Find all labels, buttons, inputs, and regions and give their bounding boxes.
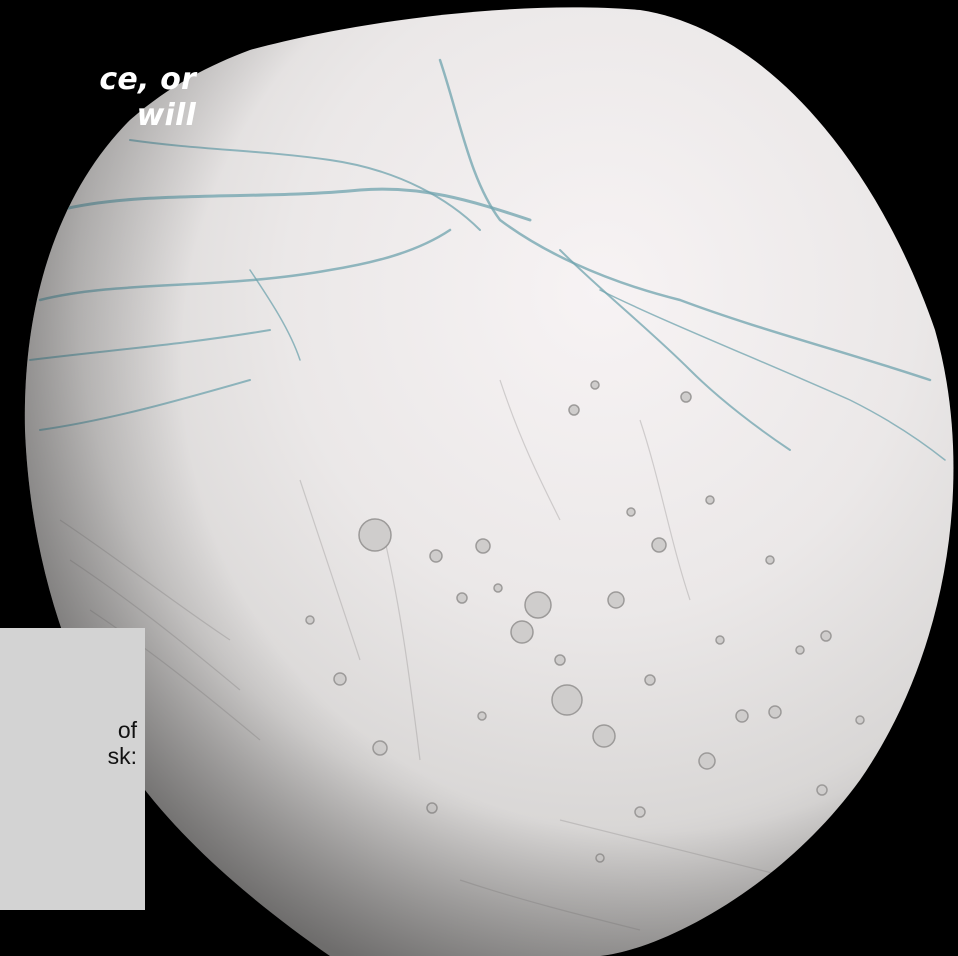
panel-text-line-1: of bbox=[117, 717, 137, 743]
overlay-caption-line-1: ce, or bbox=[99, 62, 196, 97]
overlay-caption-line-2: will bbox=[136, 98, 196, 133]
panel-text: of sk: bbox=[0, 717, 145, 769]
grey-text-panel: of sk: bbox=[0, 628, 145, 910]
panel-text-line-2: sk: bbox=[107, 743, 137, 769]
overlay-caption: ce, or will bbox=[0, 62, 196, 134]
